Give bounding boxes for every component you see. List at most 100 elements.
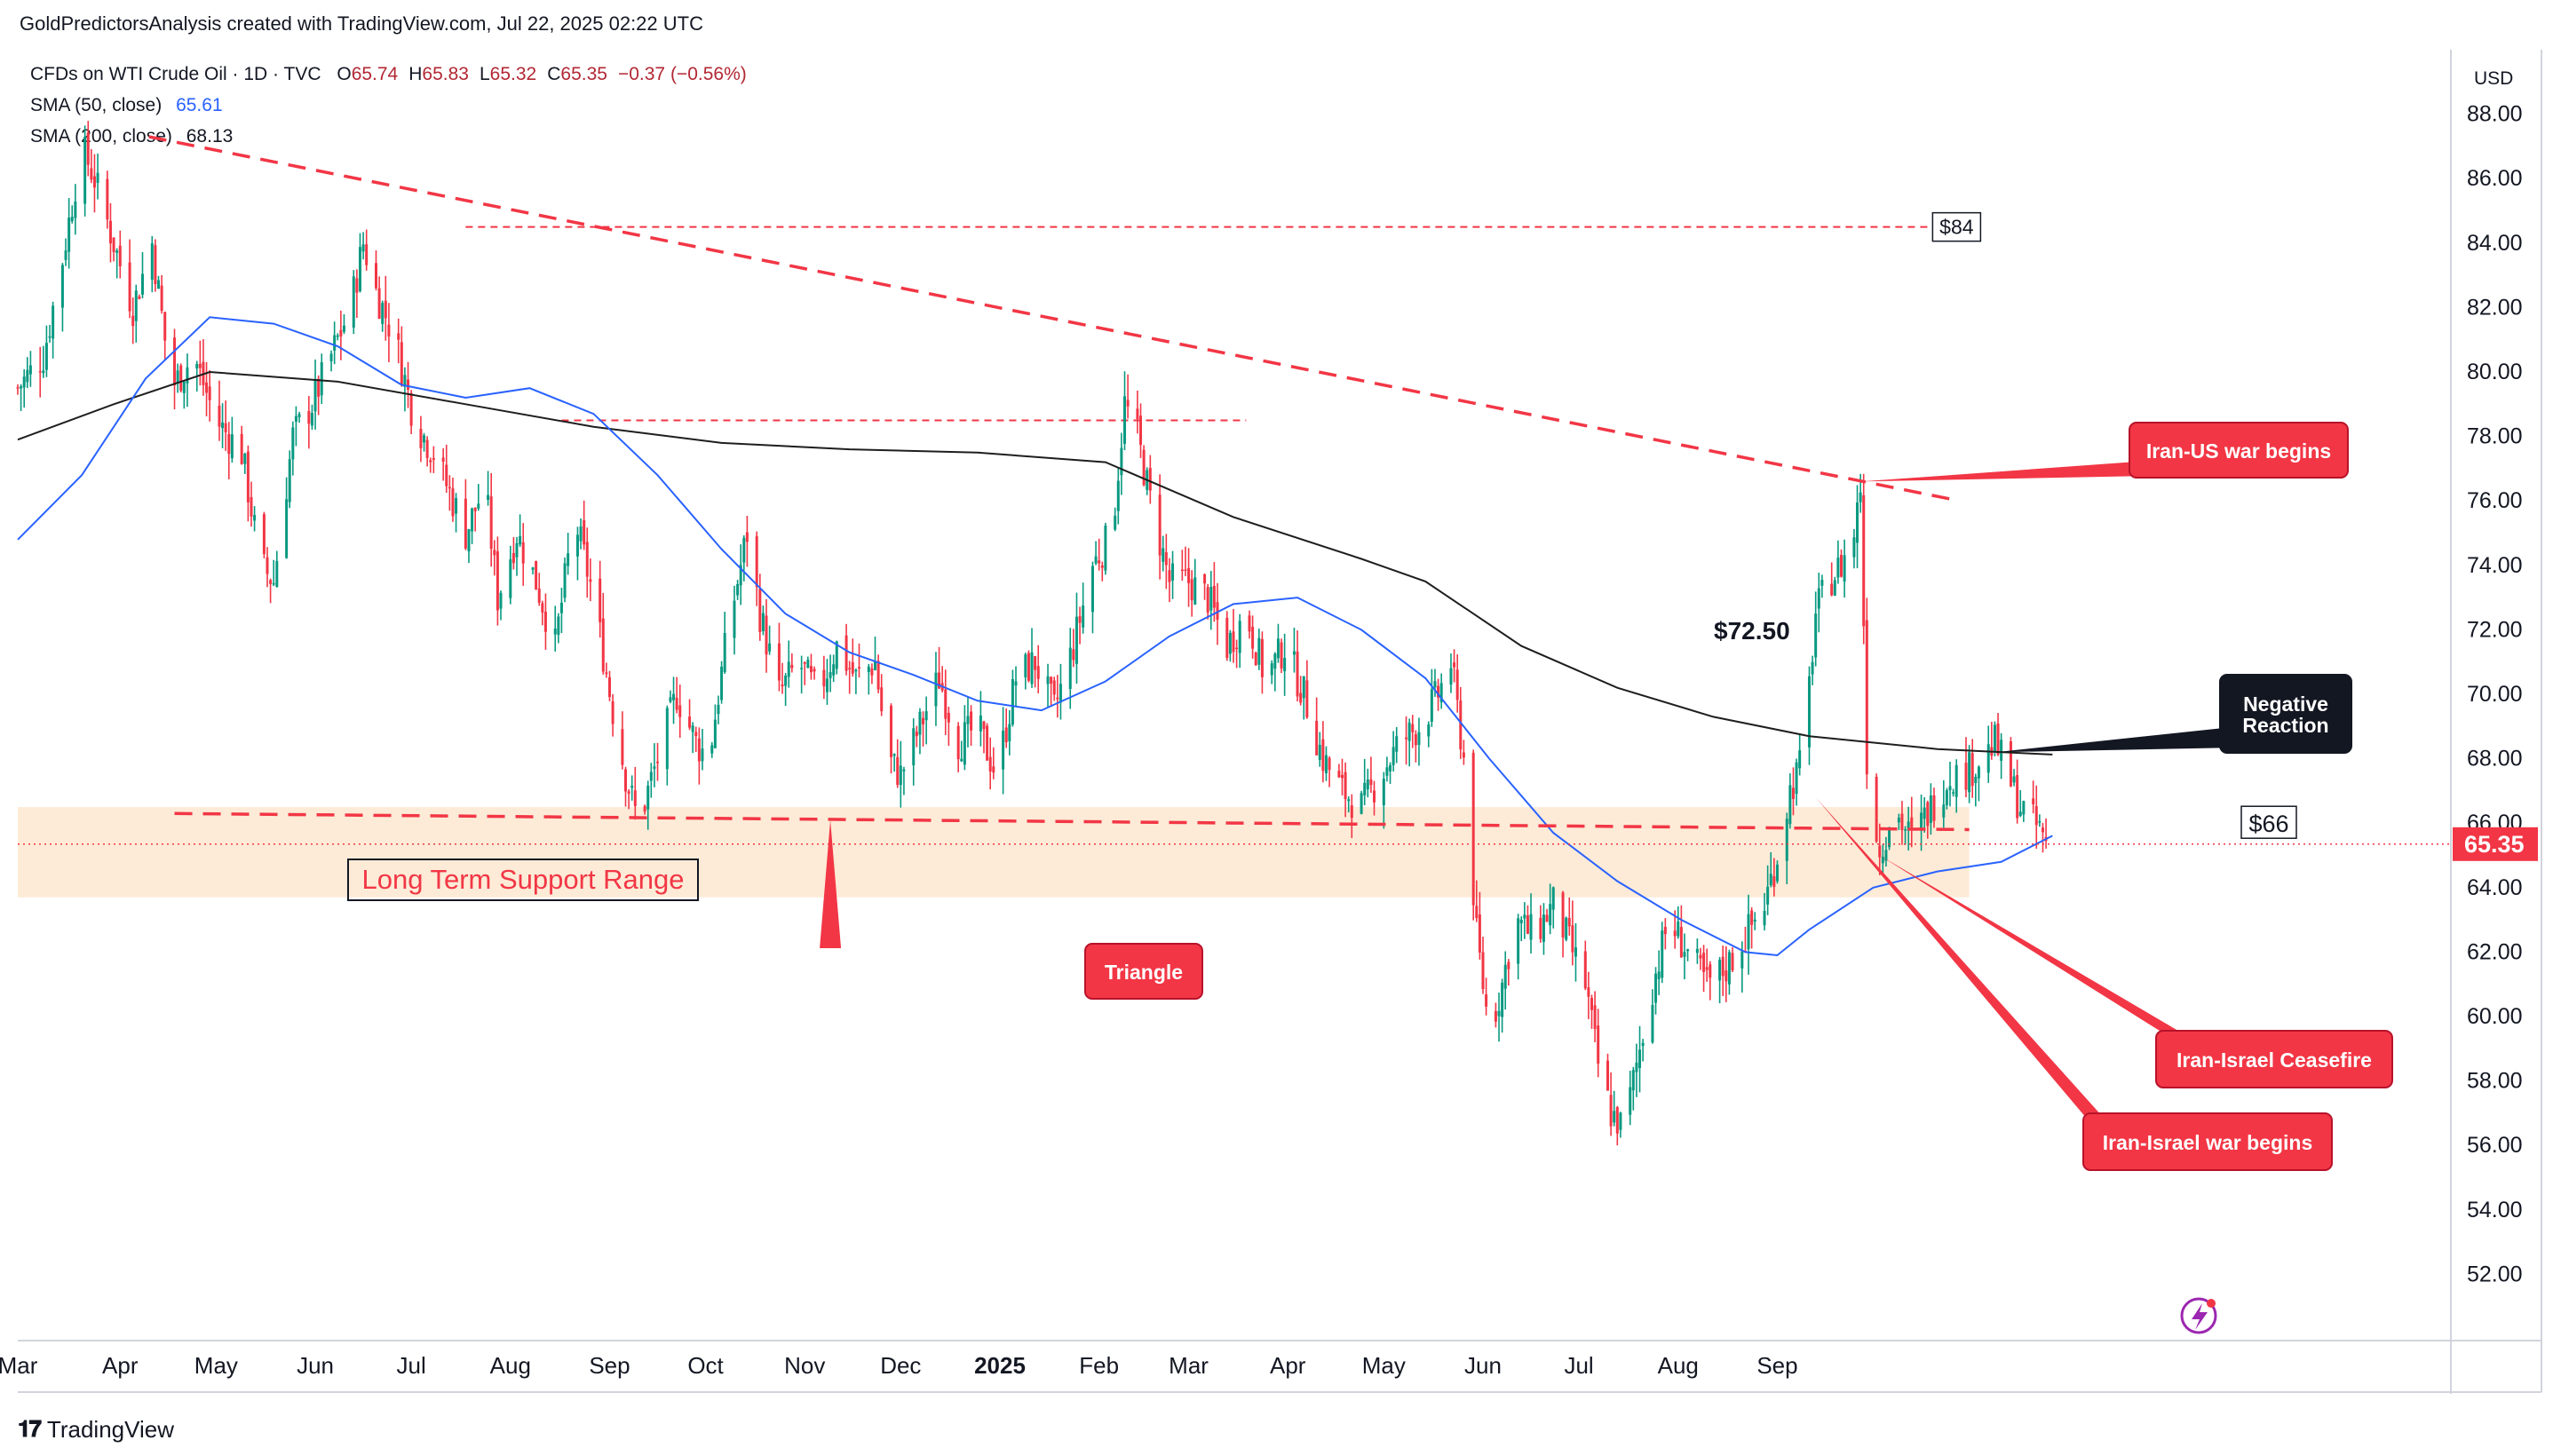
candle (1631, 1066, 1635, 1111)
symbol-label[interactable]: CFDs on WTI Crude Oil · 1D · TVC (30, 64, 321, 84)
candle-body (1948, 786, 1952, 791)
candle-body (1225, 617, 1229, 659)
candle-body (1750, 910, 1754, 925)
candle (1900, 801, 1904, 845)
candle-body (1235, 647, 1239, 650)
candle-body (867, 666, 870, 673)
candle-body (800, 668, 804, 669)
ohlc-label-3: C (547, 64, 561, 84)
candle (448, 475, 451, 511)
candle (1523, 902, 1526, 939)
x-tick-label: Aug (1658, 1352, 1699, 1379)
candle (1058, 663, 1062, 720)
candle-body (1180, 569, 1184, 572)
candle-body (160, 285, 163, 312)
candle (1954, 759, 1958, 813)
candle (1439, 673, 1443, 709)
candle-body (441, 457, 445, 462)
candles (16, 121, 2048, 1146)
candle (892, 753, 896, 772)
candle (1814, 591, 1818, 667)
candle (1455, 654, 1459, 713)
candle-body (1392, 747, 1395, 765)
candle-body (633, 790, 637, 806)
candle-body (1104, 526, 1107, 571)
candle (765, 598, 768, 673)
candle (138, 294, 141, 300)
candle (227, 422, 231, 479)
candle (1184, 546, 1187, 577)
candle (455, 493, 458, 533)
candle-body (425, 439, 429, 458)
label-66-text: $66 (2248, 811, 2288, 837)
candle-body (1865, 620, 1868, 775)
candle-body (384, 300, 387, 319)
candle-body (320, 361, 323, 396)
candle-body (1164, 551, 1168, 566)
candle (1766, 865, 1770, 915)
candle-body (1615, 1107, 1619, 1134)
candle-body (1542, 914, 1545, 942)
x-tick-label: Nov (784, 1352, 825, 1379)
candle (317, 375, 321, 415)
candle (761, 605, 765, 636)
candle-body (1433, 681, 1437, 688)
candle (605, 662, 608, 678)
candle (1926, 800, 1930, 839)
candle (665, 705, 669, 786)
candle (739, 544, 742, 605)
candle (934, 652, 938, 726)
candle (874, 637, 877, 671)
candle (1193, 558, 1197, 605)
candle-body (1590, 998, 1593, 1010)
candle (694, 726, 698, 753)
candle-body (832, 664, 836, 676)
y-tick-label: 54.00 (2467, 1198, 2523, 1223)
candle (42, 345, 45, 378)
candle (1433, 669, 1437, 697)
candle (956, 722, 960, 772)
candle-body (471, 508, 474, 532)
sma200-label[interactable]: SMA (200, close) (30, 126, 172, 146)
candle-body (74, 201, 77, 218)
candle (1011, 669, 1014, 727)
candle-body (876, 661, 880, 690)
candle (938, 646, 941, 690)
x-tick-label: Mar (0, 1352, 38, 1379)
candle-body (1683, 952, 1686, 957)
ohlc-value-2: 65.32 (489, 64, 537, 84)
candle-body (429, 460, 432, 463)
candle-body (2000, 740, 2003, 761)
candle (374, 250, 377, 291)
sma50-row: SMA (50, close) 65.61 (30, 90, 757, 121)
candle (28, 351, 32, 387)
sma50-value: 65.61 (176, 95, 223, 115)
x-tick-label: Mar (1169, 1352, 1209, 1379)
candle-body (829, 671, 832, 678)
candle (733, 585, 736, 655)
candle (787, 640, 790, 688)
y-tick-label: 70.00 (2467, 682, 2523, 707)
candle-body (1046, 676, 1050, 684)
candle (678, 684, 682, 738)
candle-body (515, 542, 519, 558)
footer: 𝟏𝟕 TradingView (18, 1415, 174, 1444)
candle (1641, 1039, 1645, 1062)
candle (2038, 814, 2042, 827)
candle-body (1481, 952, 1485, 990)
candle (940, 666, 944, 692)
candle-body (1373, 790, 1376, 803)
negative-reaction-callout-pointer (1994, 728, 2238, 753)
candle-body (688, 716, 692, 728)
downtrend-resistance (148, 135, 1961, 502)
x-tick-label: Sep (1756, 1352, 1797, 1379)
sma50-label[interactable]: SMA (50, close) (30, 95, 163, 115)
israel-war-callout-text: Iran-Israel war begins (2103, 1131, 2312, 1154)
candle-body (186, 367, 189, 384)
candle-body (1923, 807, 1926, 819)
candle-body (1437, 685, 1440, 698)
candle (1427, 721, 1431, 748)
candle (496, 536, 499, 626)
label-66: $66 (2240, 805, 2297, 839)
